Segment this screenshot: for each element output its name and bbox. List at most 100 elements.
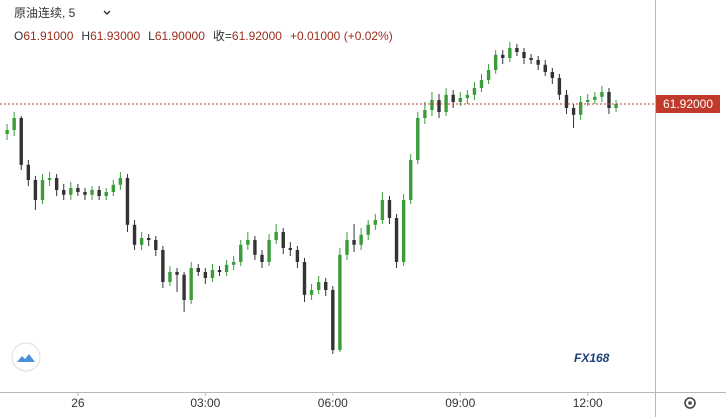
candle-body	[437, 100, 441, 112]
candle-body	[104, 192, 108, 196]
cloud-button[interactable]	[11, 342, 41, 372]
legend-value: 61.91000	[23, 29, 73, 43]
ohlc-legend: O 61.91000 H 61.93000 L 61.90000 收= 61.92000 +0.…	[14, 29, 393, 43]
candle-body	[281, 232, 285, 248]
gear-icon[interactable]	[684, 397, 696, 409]
candle-body	[571, 108, 576, 115]
candle-body	[373, 220, 377, 225]
candle-body	[196, 268, 200, 272]
candle-body	[210, 270, 215, 278]
candle-body	[132, 224, 137, 245]
candle-body	[600, 92, 604, 97]
candles	[5, 42, 618, 354]
candle-body	[586, 100, 590, 102]
candle-body	[401, 200, 406, 262]
cloud-circle[interactable]	[11, 342, 41, 372]
settings-button[interactable]	[684, 397, 696, 409]
candle-body	[380, 200, 385, 220]
candle-body	[614, 104, 618, 108]
candle-body	[189, 268, 193, 300]
candle-body	[12, 118, 16, 130]
candle-body	[253, 240, 257, 255]
last-price-box	[656, 95, 720, 113]
x-tick-label: 26	[71, 396, 85, 410]
cloud-icon[interactable]	[17, 354, 35, 362]
candle-body	[76, 188, 80, 192]
candle-body	[557, 78, 562, 95]
candle-body	[154, 240, 158, 250]
candle-body	[69, 188, 73, 195]
candle-body	[444, 94, 448, 112]
legend-value: 61.92000	[232, 29, 282, 43]
candle-body	[316, 282, 321, 290]
candle-body	[62, 190, 66, 195]
candle-body	[203, 272, 208, 278]
candle-body	[111, 184, 115, 192]
candle-body	[578, 102, 583, 115]
candle-body	[394, 218, 399, 262]
x-tick-label: 09:00	[445, 396, 475, 410]
candle-body	[168, 272, 172, 282]
legend-value: 61.93000	[90, 29, 140, 43]
candle-body	[529, 58, 533, 60]
candle-body	[550, 72, 555, 78]
candle-body	[125, 178, 130, 225]
candle-body	[387, 200, 392, 218]
watermark-logo: FX168	[574, 351, 610, 365]
candle-body	[366, 224, 370, 235]
candle-body	[295, 250, 300, 262]
candle-body	[33, 180, 38, 200]
candle-body	[26, 164, 31, 180]
candle-body	[147, 238, 151, 240]
candle-body	[515, 48, 519, 52]
candle-body	[593, 96, 597, 100]
candle-body	[47, 178, 52, 180]
legend-value: 61.90000	[155, 29, 205, 43]
gear-center[interactable]	[688, 401, 692, 405]
candle-body	[267, 240, 271, 262]
candle-body	[359, 234, 363, 245]
chart-title: 原油连续, 5	[14, 5, 76, 20]
candle-body	[139, 238, 144, 245]
candle-body	[40, 180, 45, 200]
candle-body	[493, 54, 498, 70]
candle-body	[274, 232, 278, 240]
candle-body	[309, 290, 314, 295]
candle-body	[288, 248, 293, 250]
candle-body	[118, 178, 123, 185]
candle-body	[175, 272, 179, 275]
candle-body	[260, 254, 264, 262]
candle-body	[352, 240, 356, 245]
candle-body	[536, 60, 540, 65]
x-tick-label: 03:00	[190, 396, 220, 410]
candle-body	[97, 190, 101, 196]
candle-body	[83, 192, 87, 195]
candle-body	[472, 88, 477, 95]
candle-body	[409, 160, 413, 200]
legend-key: L	[148, 29, 155, 43]
candle-body	[161, 250, 165, 282]
candle-body	[246, 240, 250, 245]
candle-body	[423, 110, 427, 118]
candle-body	[465, 94, 470, 98]
candle-body	[486, 70, 491, 80]
x-tick-label: 06:00	[318, 396, 348, 410]
candle-body	[458, 98, 462, 102]
candle-body	[479, 80, 484, 88]
x-tick-label: 12:00	[573, 396, 603, 410]
candle-body	[217, 270, 222, 272]
candle-body	[338, 254, 342, 350]
legend-key: O	[14, 29, 23, 43]
candle-body	[564, 94, 569, 108]
title-chevron[interactable]	[103, 10, 111, 15]
candle-body	[543, 64, 547, 72]
candle-body	[54, 178, 59, 190]
candle-body	[231, 262, 236, 265]
candle-body	[430, 100, 434, 110]
candle-body	[508, 48, 512, 58]
legend-key: H	[81, 29, 90, 43]
overlay: 61.92000	[0, 95, 720, 113]
candle-body	[607, 92, 611, 108]
